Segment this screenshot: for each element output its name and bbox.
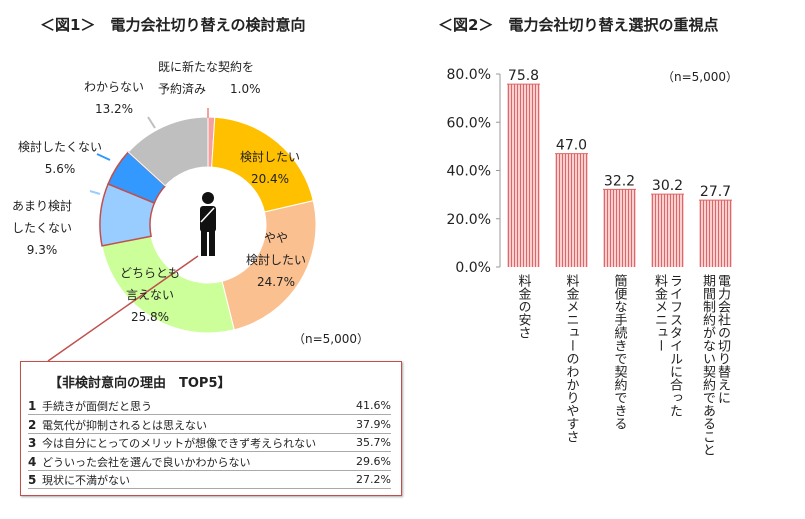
fig1-title: ＜図1＞ 電力会社切り替えの検討意向 bbox=[40, 16, 306, 34]
donut-slice bbox=[221, 200, 317, 331]
bar-value-label: 30.2 bbox=[652, 178, 683, 194]
donut-chart bbox=[89, 108, 317, 334]
bar-value-label: 27.7 bbox=[700, 184, 731, 200]
bar-value-label: 32.2 bbox=[604, 173, 635, 189]
slice-label-no: 検討したくない 5.6% bbox=[18, 140, 103, 176]
fig2-title: ＜図2＞ 電力会社切り替え選択の重視点 bbox=[438, 16, 719, 34]
fig2-sample-size: （n=5,000） bbox=[662, 70, 739, 84]
reason-text: 手続きが面倒だと思う bbox=[42, 400, 152, 413]
y-tick-label: 80.0% bbox=[447, 67, 491, 83]
reason-pct: 35.7% bbox=[356, 436, 391, 449]
reason-row: 4 どういった会社を選んで良いかわからない 29.6% bbox=[28, 454, 391, 471]
reason-pct: 29.6% bbox=[356, 454, 391, 468]
reason-text: 今は自分にとってのメリットが想像できず考えられない bbox=[42, 437, 317, 450]
slice-label-reserved: 既に新たな契約を予約済み 1.0% bbox=[158, 56, 308, 100]
reason-row: 2 電気代が抑制されるとは思えない 37.9% bbox=[28, 417, 391, 434]
bar-value-label: 75.8 bbox=[508, 68, 539, 84]
reason-rank: 2 bbox=[28, 417, 37, 432]
slice-label-unknown: わからない 13.2% bbox=[84, 80, 145, 116]
reason-pct: 37.9% bbox=[356, 417, 391, 431]
y-tick-label: 40.0% bbox=[447, 164, 491, 180]
bar bbox=[555, 153, 588, 267]
reason-pct: 27.2% bbox=[356, 473, 391, 486]
reason-rank: 5 bbox=[28, 473, 37, 487]
slice-label-yes: 検討したい 20.4% bbox=[240, 150, 301, 186]
fig1-sample-size: （n=5,000） bbox=[293, 332, 370, 346]
x-tick-label: 簡便な手続きで契約できる bbox=[611, 274, 627, 430]
bar-chart: 0.0% 20.0% 40.0% 60.0% 80.0% 75.8 47.0 32.2 30.2… bbox=[447, 67, 732, 276]
x-tick-label: 料金の安さ bbox=[515, 274, 531, 339]
slice-label-reserved-value: 1.0% bbox=[230, 82, 261, 96]
x-tick-label: ライフスタイルに合った 料金メニュー bbox=[652, 274, 682, 417]
bar bbox=[651, 193, 684, 267]
donut-slice bbox=[101, 235, 235, 334]
leader-line bbox=[89, 190, 101, 195]
slice-label-rather-no: あまり検討 したくない 9.3% bbox=[12, 199, 73, 257]
reason-row: 5 現状に不満がない 27.2% bbox=[28, 472, 391, 489]
x-tick-label: 電力会社の切り替えに 期間制約がない契約であること bbox=[700, 274, 730, 456]
reasons-box: 【非検討意向の理由 TOP5】 1 手続きが面倒だと思う 41.6% 2 電気代が抑制さ… bbox=[20, 361, 402, 496]
reason-pct: 41.6% bbox=[356, 399, 391, 412]
reason-text: どういった会社を選んで良いかわからない bbox=[42, 455, 251, 469]
reason-row: 3 今は自分にとってのメリットが想像できず考えられない 35.7% bbox=[28, 435, 391, 452]
bar bbox=[699, 199, 732, 267]
reasons-title: 【非検討意向の理由 TOP5】 bbox=[49, 376, 231, 391]
reason-text: 電気代が抑制されるとは思えない bbox=[42, 418, 207, 432]
y-tick-label: 20.0% bbox=[447, 212, 491, 228]
leader-line bbox=[147, 116, 156, 129]
bar bbox=[603, 188, 636, 267]
slice-label-rather-yes: やや 検討したい 24.7% bbox=[246, 231, 307, 289]
callout-line bbox=[47, 255, 199, 362]
reason-text: 現状に不満がない bbox=[42, 474, 130, 487]
reason-rank: 1 bbox=[28, 399, 37, 413]
x-tick-label: 料金メニューのわかりやすさ bbox=[563, 274, 579, 443]
reason-rank: 4 bbox=[28, 454, 37, 469]
bar bbox=[507, 83, 540, 267]
y-tick-label: 60.0% bbox=[447, 115, 491, 131]
bar-value-label: 47.0 bbox=[556, 138, 587, 154]
reason-row: 1 手続きが面倒だと思う 41.6% bbox=[28, 398, 391, 415]
y-tick-label: 0.0% bbox=[455, 260, 491, 276]
slice-label-neutral: どちらとも 言えない 25.8% bbox=[120, 266, 181, 324]
person-icon bbox=[200, 192, 216, 256]
leader-line bbox=[96, 153, 111, 161]
reason-rank: 3 bbox=[28, 436, 37, 450]
slice-label-reserved-text: 既に新たな契約を予約済み bbox=[158, 60, 255, 96]
